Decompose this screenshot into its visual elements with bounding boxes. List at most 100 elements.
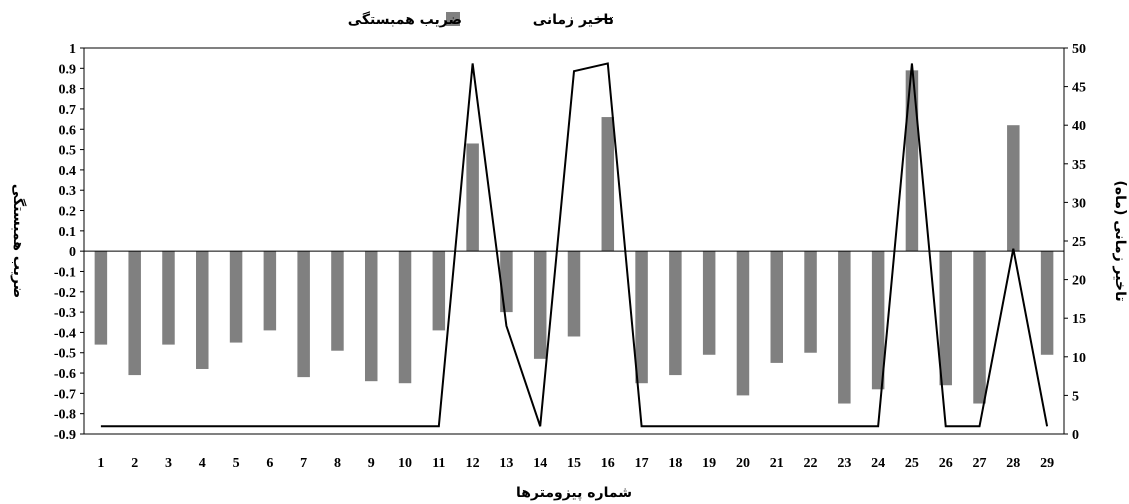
- y-tick-label: -0.2: [54, 286, 76, 301]
- bar-21: [770, 251, 784, 363]
- x-tick-label: 26: [939, 456, 953, 471]
- bar-9: [364, 251, 378, 382]
- bar-2: [128, 251, 141, 376]
- bar-28: [1007, 125, 1020, 252]
- bar-12: [466, 143, 479, 252]
- bar-11: [432, 251, 446, 331]
- y2-tick-label: 50: [1072, 42, 1086, 57]
- y-tick-label: 0.6: [59, 123, 77, 138]
- x-tick-label: 21: [770, 456, 784, 471]
- y-tick-label: -0.8: [54, 408, 76, 423]
- legend-line-label: تاخیر زمانی: [533, 12, 614, 28]
- bar-17: [635, 251, 648, 384]
- y-tick-label: 0: [69, 245, 76, 260]
- y-tick-label: -0.4: [54, 326, 76, 341]
- bars-group: [94, 70, 1054, 404]
- y-tick-label: -0.6: [54, 367, 76, 382]
- x-tick-label: 6: [266, 456, 273, 471]
- legend-bar-swatch: [446, 12, 460, 26]
- bar-25: [905, 70, 919, 252]
- x-tick-label: 15: [567, 456, 581, 471]
- y-tick-label: 0.1: [59, 225, 77, 240]
- bar-4: [196, 251, 209, 369]
- x-tick-label: 23: [837, 456, 851, 471]
- x-tick-label: 28: [1006, 456, 1020, 471]
- x-tick-label: 20: [736, 456, 750, 471]
- y-tick-label: -0.5: [54, 347, 76, 362]
- y-tick-label: 0.9: [59, 62, 77, 77]
- x-tick-label: 14: [533, 456, 547, 471]
- bar-20: [736, 251, 750, 396]
- x-tick-label: 13: [499, 456, 513, 471]
- x-tick-label: 12: [466, 456, 480, 471]
- y-tick-label: -0.1: [54, 265, 76, 280]
- bar-19: [702, 251, 716, 355]
- legend-bar-label: ضریب همبستگی: [348, 11, 462, 28]
- y2-tick-label: 15: [1072, 312, 1086, 327]
- x-tick-label: 11: [432, 456, 445, 471]
- y2-tick-label: 0: [1072, 428, 1079, 443]
- bar-15: [567, 251, 581, 337]
- x-tick-label: 17: [635, 456, 649, 471]
- x-tick-label: 19: [702, 456, 716, 471]
- bar-16: [601, 117, 615, 252]
- bar-6: [263, 251, 277, 331]
- bar-22: [804, 251, 817, 353]
- bar-29: [1040, 251, 1054, 355]
- x-tick-label: 3: [165, 456, 172, 471]
- legend: ضریب همبستگی تاخیر زمانی: [348, 11, 614, 28]
- bar-14: [533, 251, 547, 359]
- y-tick-label: 0.5: [59, 144, 77, 159]
- bar-10: [398, 251, 412, 384]
- bar-1: [94, 251, 108, 345]
- y2-tick-label: 35: [1072, 158, 1086, 173]
- bar-24: [871, 251, 885, 390]
- y-tick-label: 0.4: [59, 164, 77, 179]
- x-tick-label: 22: [804, 456, 818, 471]
- x-axis-ticks: 1 2 3 4 5 6 7 8 9 10 11 12 13 14 15 16 17 18 19 20 21 22 23 24 2…: [97, 456, 1054, 471]
- x-tick-label: 24: [871, 456, 885, 471]
- x-tick-label: 10: [398, 456, 412, 471]
- y-tick-label: 0.2: [59, 205, 77, 220]
- bar-5: [229, 251, 243, 343]
- x-tick-label: 1: [97, 456, 104, 471]
- y-tick-label: -0.7: [54, 387, 76, 402]
- y-tick-label: 0.7: [59, 103, 77, 118]
- bar-26: [939, 251, 952, 386]
- x-tick-label: 9: [368, 456, 375, 471]
- x-tick-label: 27: [973, 456, 987, 471]
- x-tick-label: 18: [668, 456, 682, 471]
- bar-8: [331, 251, 344, 351]
- y2-axis-title: تاخیر زمانی (ماه): [1112, 180, 1128, 301]
- y-tick-label: 1: [69, 42, 76, 57]
- x-tick-label: 29: [1040, 456, 1054, 471]
- y-tick-label: -0.3: [54, 306, 76, 321]
- left-axis-ticks: 1 0.9 0.8 0.7 0.6 0.5 0.4 0.3 0.2 0.1 0 -0.1 -0.2 -0.…: [54, 42, 84, 443]
- x-axis-title: شماره پیزومترها: [516, 485, 632, 501]
- bar-13: [500, 251, 513, 313]
- bar-7: [297, 251, 310, 378]
- bar-18: [669, 251, 682, 376]
- y-tick-label: 0.8: [59, 83, 77, 98]
- y-axis-title: ضریب همبستگی: [10, 184, 27, 298]
- bar-27: [973, 251, 986, 404]
- y-tick-label: -0.9: [54, 428, 76, 443]
- y2-tick-label: 20: [1072, 274, 1086, 289]
- x-tick-label: 8: [334, 456, 341, 471]
- y2-tick-label: 40: [1072, 119, 1086, 134]
- x-tick-label: 25: [905, 456, 919, 471]
- bar-23: [838, 251, 851, 404]
- x-tick-label: 2: [131, 456, 138, 471]
- lag-line: [100, 62, 1049, 428]
- y2-tick-label: 10: [1072, 351, 1086, 366]
- x-tick-label: 16: [601, 456, 615, 471]
- y2-tick-label: 25: [1072, 235, 1086, 250]
- y2-tick-label: 45: [1072, 81, 1086, 96]
- x-tick-label: 5: [233, 456, 240, 471]
- x-tick-label: 4: [199, 456, 206, 471]
- y2-tick-label: 5: [1072, 389, 1079, 404]
- bar-3: [162, 251, 175, 345]
- y-tick-label: 0.3: [59, 184, 77, 199]
